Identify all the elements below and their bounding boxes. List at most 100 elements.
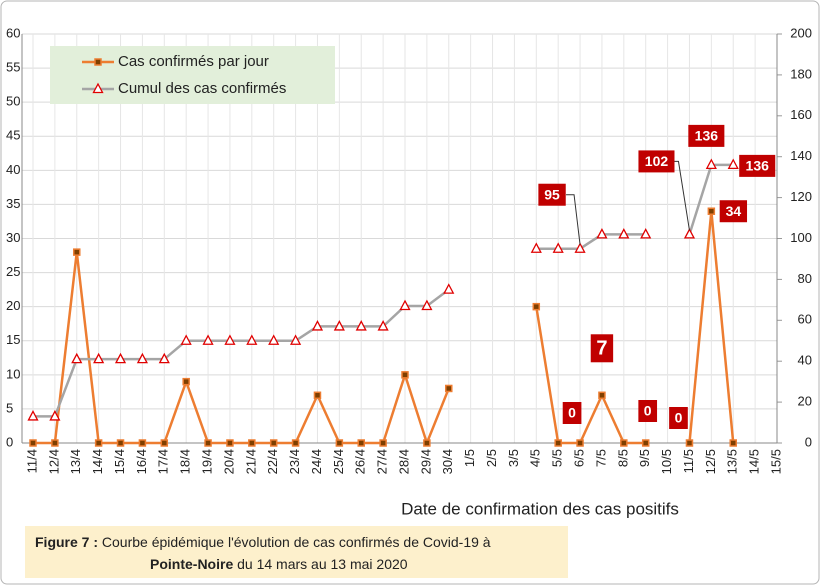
marker [27, 410, 39, 421]
marker [574, 242, 586, 253]
y-tick-label: 30 [6, 230, 20, 245]
marker [224, 334, 236, 345]
legend-label: Cumul des cas confirmés [118, 80, 286, 97]
marker [51, 439, 59, 447]
y-tick-label: 55 [6, 60, 20, 75]
x-tick-label: 15/4 [112, 449, 127, 474]
x-tick-label: 15/5 [768, 449, 783, 474]
caption-place: Pointe-Noire [150, 556, 233, 572]
x-tick-label: 27/4 [375, 449, 390, 474]
x-tick-label: 22/4 [265, 449, 280, 474]
x-tick-label: 9/5 [637, 449, 652, 467]
marker [202, 334, 214, 345]
data-label: 34 [726, 203, 742, 219]
marker [290, 334, 302, 345]
y2-tick-label: 20 [798, 394, 812, 409]
y-tick-label: 20 [6, 298, 20, 313]
x-tick-label: 26/4 [353, 449, 368, 474]
data-label: 136 [746, 158, 770, 174]
marker [377, 320, 389, 331]
data-label-box [538, 183, 566, 206]
data-label-box [688, 124, 725, 147]
data-label-box [739, 154, 776, 177]
y2-tick-label: 200 [790, 25, 812, 40]
marker [311, 320, 324, 331]
marker [114, 352, 127, 364]
data-label: 7 [596, 338, 607, 360]
grid [22, 33, 778, 444]
x-tick-label: 3/5 [506, 449, 521, 467]
x-tick-label: 13/4 [68, 449, 83, 474]
caption-line: Pointe-Noire du 14 mars au 13 mai 2020 [150, 556, 408, 572]
marker [576, 439, 584, 447]
y-tick-label: 25 [6, 264, 20, 279]
marker [180, 334, 192, 345]
marker [291, 439, 300, 447]
caption-line: Figure 7 : Courbe épidémique l'évolution… [35, 534, 491, 550]
marker [49, 410, 61, 421]
x-tick-label: 11/4 [24, 449, 39, 473]
marker [641, 439, 650, 447]
data-label: 0 [675, 410, 683, 426]
x-tick-label: 7/5 [593, 449, 608, 467]
caption-box [25, 526, 568, 578]
y-tick-label: 45 [6, 128, 20, 143]
x-tick-label: 24/4 [309, 449, 324, 474]
x-tick-label: 21/4 [243, 449, 258, 474]
x-tick-label: 6/5 [571, 449, 586, 467]
x-tick-label: 18/4 [178, 449, 193, 474]
series-line [33, 288, 450, 418]
marker [158, 352, 170, 364]
leader-line [566, 194, 581, 245]
data-label: 0 [568, 405, 576, 421]
marker [707, 207, 716, 215]
marker [401, 371, 409, 379]
series-line [536, 233, 646, 250]
marker [727, 158, 739, 170]
marker [116, 439, 125, 447]
legend-marker [92, 82, 104, 94]
x-tick-label: 19/4 [199, 449, 214, 474]
y2-tick-label: 40 [798, 353, 812, 368]
data-label: 102 [645, 153, 669, 169]
marker [552, 242, 564, 253]
marker [268, 334, 280, 345]
marker [138, 439, 147, 447]
marker [182, 377, 190, 386]
marker [269, 439, 278, 447]
caption-label: Figure 7 : [35, 534, 98, 550]
marker [532, 302, 541, 311]
marker [160, 439, 169, 447]
marker [445, 384, 453, 393]
y-tick-label: 15 [6, 332, 20, 347]
x-tick-label: 14/5 [747, 449, 762, 474]
x-tick-label: 30/4 [440, 449, 455, 474]
x-tick-label: 14/4 [90, 449, 105, 474]
marker [73, 248, 81, 256]
x-tick-label: 2/5 [484, 449, 499, 467]
marker [423, 439, 431, 447]
marker [313, 391, 322, 400]
x-tick-label: 17/4 [156, 449, 171, 474]
marker [335, 439, 344, 447]
y2-tick-label: 80 [798, 271, 812, 286]
data-label-box [590, 334, 614, 363]
x-tick-label: 12/5 [703, 449, 718, 474]
marker [248, 439, 256, 447]
x-tick-label: 8/5 [615, 449, 630, 467]
legend-box [50, 46, 335, 104]
y2-tick-label: 140 [790, 148, 812, 163]
data-label-box [562, 402, 582, 424]
data-label-box [719, 200, 748, 223]
marker [530, 242, 542, 253]
y2-tick-label: 120 [790, 189, 812, 204]
data-label: 0 [644, 403, 652, 419]
legend-marker [94, 58, 102, 66]
marker [421, 299, 433, 311]
marker [71, 352, 83, 364]
data-label: 95 [544, 186, 560, 202]
x-tick-label: 23/4 [287, 449, 302, 474]
marker [399, 299, 411, 311]
y2-tick-label: 0 [805, 434, 812, 449]
marker [729, 439, 737, 447]
